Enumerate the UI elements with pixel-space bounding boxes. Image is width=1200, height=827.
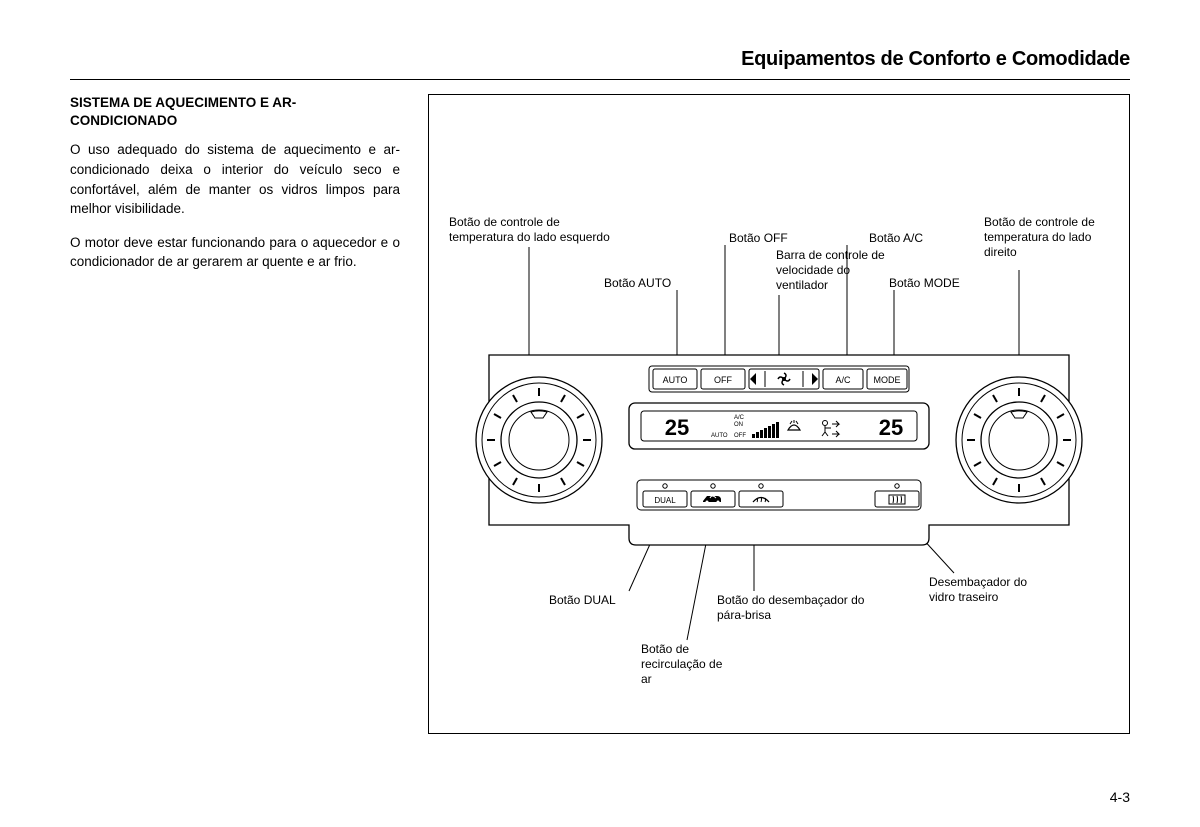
btn-mode: MODE: [874, 375, 901, 385]
svg-text:OFF: OFF: [734, 433, 746, 439]
label-dual: Botão DUAL: [549, 593, 639, 608]
label-auto: Botão AUTO: [604, 276, 694, 291]
disp-left: 25: [665, 415, 689, 440]
label-windshield: Botão do desembaçador do pára-brisa: [717, 593, 877, 623]
btn-ac: A/C: [835, 375, 851, 385]
right-knob: [956, 377, 1082, 503]
btn-dual: DUAL: [654, 496, 676, 505]
page-title: Equipamentos de Conforto e Comodidade: [70, 48, 1130, 79]
left-knob: [476, 377, 602, 503]
content-area: SISTEMA DE AQUECIMENTO E AR-CONDICIONADO…: [70, 94, 1130, 734]
svg-text:A/C: A/C: [734, 415, 745, 421]
label-off: Botão OFF: [729, 231, 819, 246]
label-fan-bar: Barra de controle de velocidade do venti…: [776, 248, 896, 293]
svg-text:AUTO: AUTO: [711, 433, 728, 439]
btn-off: OFF: [714, 375, 732, 385]
label-rear-defog: Desembaçador do vidro traseiro: [929, 575, 1049, 605]
btn-auto: AUTO: [663, 375, 688, 385]
label-temp-left: Botão de controle de temperatura do lado…: [449, 215, 619, 245]
label-temp-right: Botão de controle de temperatura do lado…: [984, 215, 1104, 260]
figure-box: Botão de controle de temperatura do lado…: [428, 94, 1130, 734]
section-heading: SISTEMA DE AQUECIMENTO E AR-CONDICIONADO: [70, 94, 400, 130]
label-recirc: Botão de recirculação de ar: [641, 642, 731, 687]
climate-panel: AUTO OFF A/C MODE: [476, 355, 1082, 545]
label-mode: Botão MODE: [889, 276, 979, 291]
rule-top: [70, 79, 1130, 80]
left-column: SISTEMA DE AQUECIMENTO E AR-CONDICIONADO…: [70, 94, 400, 734]
label-ac: Botão A/C: [869, 231, 949, 246]
para-2: O motor deve estar funcionando para o aq…: [70, 233, 400, 272]
page-number: 4-3: [1110, 789, 1130, 805]
disp-right: 25: [879, 415, 903, 440]
svg-text:ON: ON: [734, 422, 743, 428]
para-1: O uso adequado do sistema de aquecimento…: [70, 140, 400, 218]
diagram-svg: AUTO OFF A/C MODE: [429, 95, 1129, 735]
